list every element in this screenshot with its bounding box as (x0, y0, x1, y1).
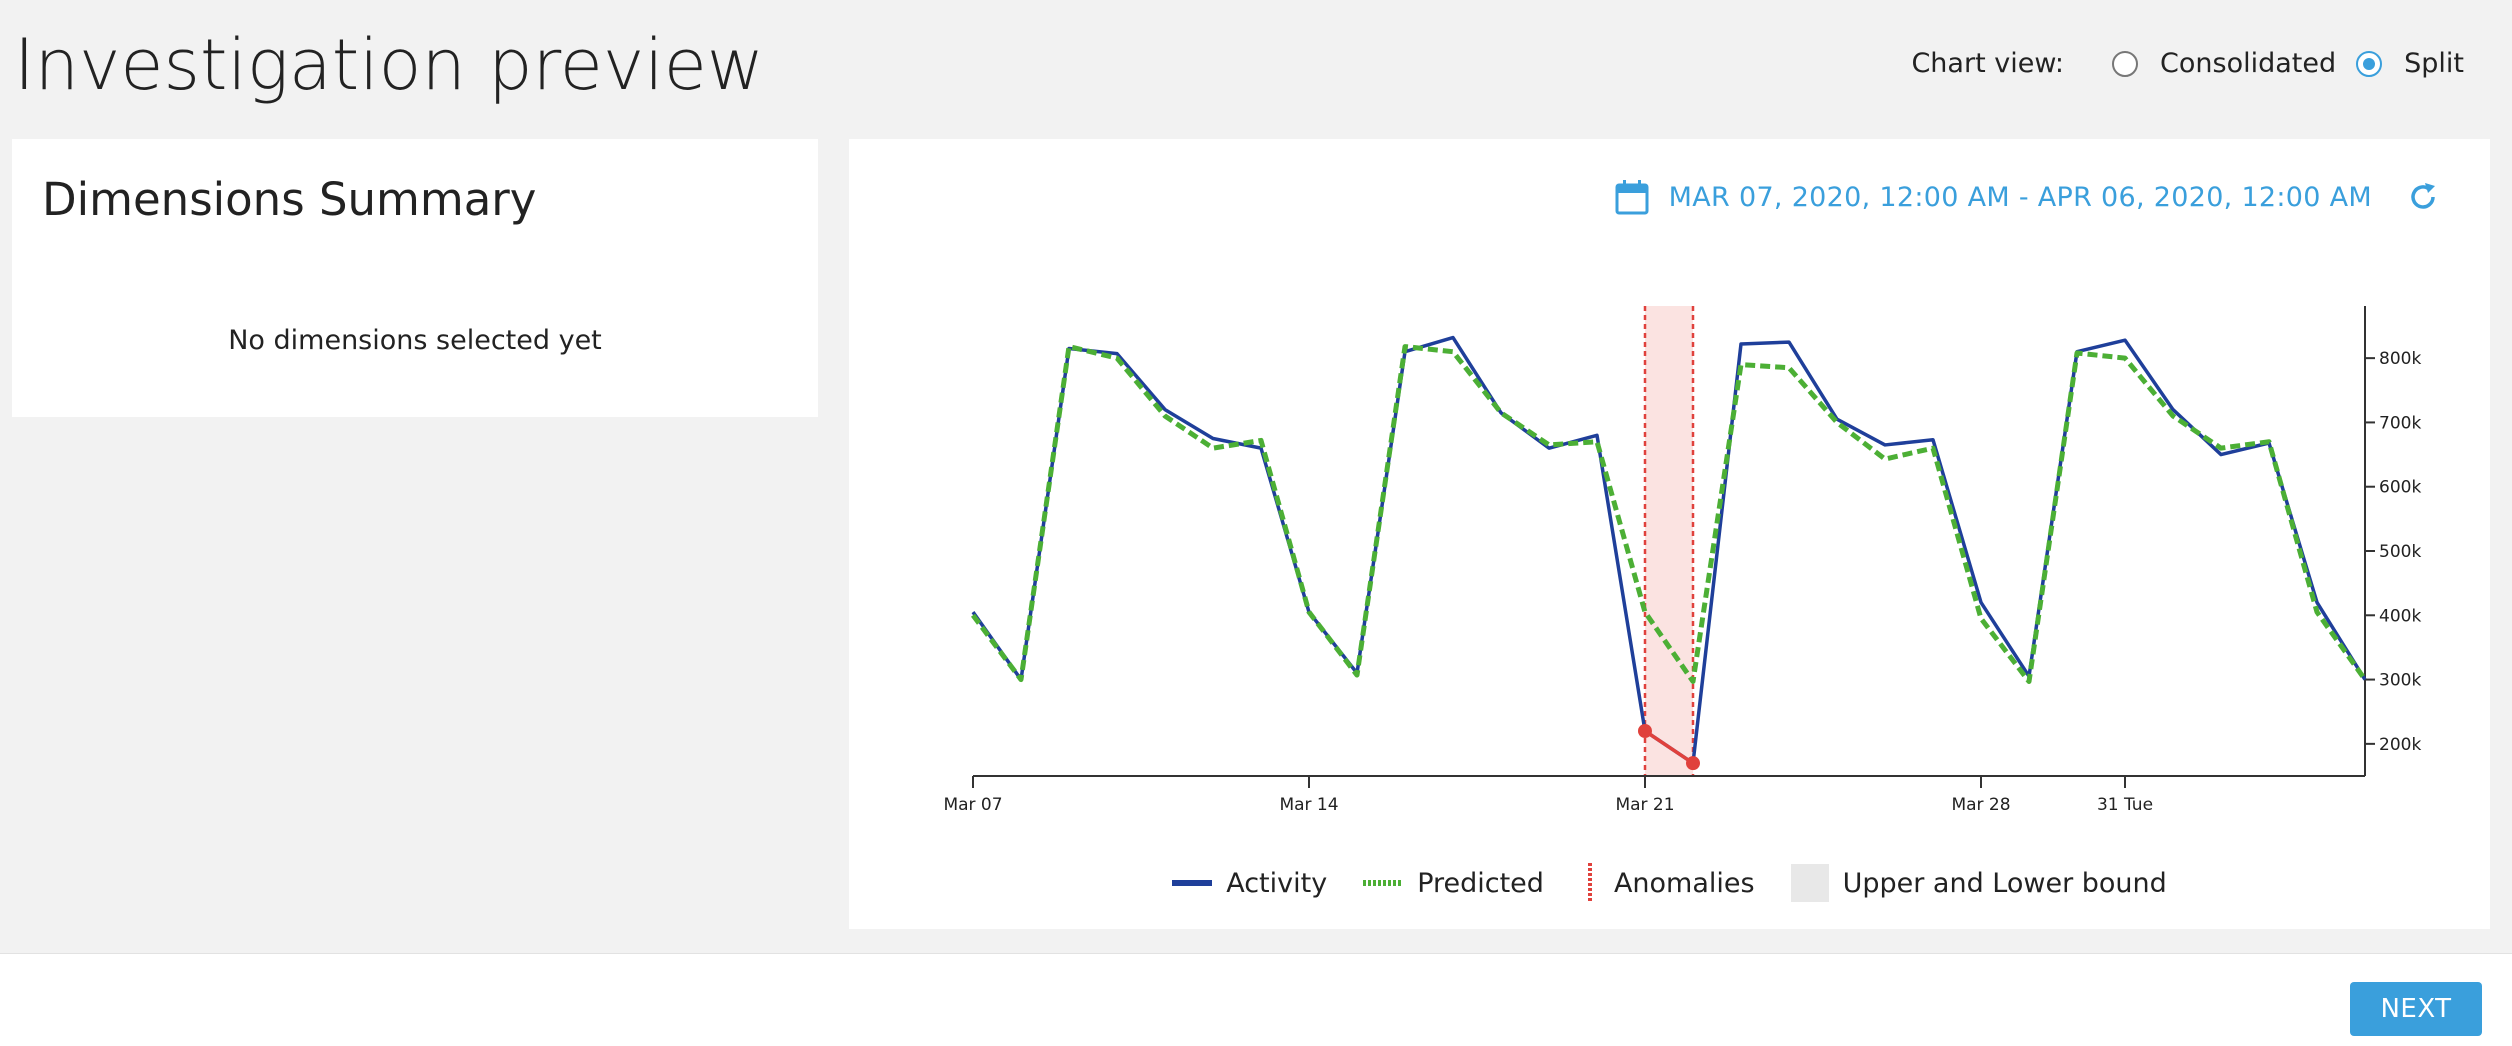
radio-split-circle[interactable] (2356, 50, 2383, 77)
x-tick-label-2: Mar 21 (1615, 795, 1674, 815)
y-tick-label-1: 300k (2379, 671, 2421, 691)
radio-split[interactable]: Split (2356, 48, 2464, 79)
chart-view-toggle: Chart view: Consolidated Split (1911, 48, 2464, 79)
radio-consolidated[interactable]: Consolidated (2112, 48, 2336, 79)
legend-bounds-label: Upper and Lower bound (1842, 867, 2167, 899)
line-chart: 200k 300k 400k 500k 600k 700k 800k Mar 07 Mar 14… (943, 306, 2421, 815)
legend-predicted-swatch (1363, 878, 1404, 888)
legend-anomalies-swatch (1580, 863, 1600, 903)
legend-item-activity: Activity (1172, 868, 1327, 899)
y-tick-label-3: 500k (2379, 542, 2421, 562)
x-tick-label-4: 31 Tue (2097, 795, 2153, 815)
page-title: Investigation preview (14, 24, 765, 106)
y-tick-label-5: 700k (2379, 413, 2421, 433)
legend-item-bounds: Upper and Lower bound (1790, 864, 2167, 902)
y-tick-label-2: 400k (2379, 606, 2421, 626)
refresh-icon[interactable] (2406, 180, 2440, 214)
legend-item-anomalies: Anomalies (1580, 863, 1755, 903)
dimensions-summary-title: Dimensions Summary (42, 173, 537, 226)
bound-band (1645, 306, 1693, 776)
chart-legend: Activity Predicted Anomalies Upper and L… (849, 863, 2490, 903)
next-button[interactable]: NEXT (2350, 982, 2482, 1036)
anomaly-point-0 (1638, 724, 1652, 738)
anomaly-point-1 (1686, 756, 1700, 771)
anomaly-segment (1644, 729, 1694, 765)
dimensions-empty-message: No dimensions selected yet (228, 325, 602, 356)
content-area: Investigation preview Chart view: Consol… (0, 0, 2512, 954)
legend-bounds-swatch (1790, 864, 1829, 902)
y-tick-label-4: 600k (2379, 478, 2421, 498)
y-tick-label-6: 800k (2379, 349, 2421, 369)
dimensions-summary-card: Dimensions Summary No dimensions selecte… (12, 139, 818, 417)
legend-activity-label: Activity (1226, 867, 1328, 899)
calendar-icon[interactable] (1615, 179, 1649, 215)
chart-view-label: Chart view: (1911, 48, 2065, 79)
date-range-picker: MAR 07, 2020, 12:00 AM - APR 06, 2020, 1… (1615, 179, 2440, 215)
legend-anomalies-label: Anomalies (1613, 867, 1755, 899)
radio-split-label: Split (2404, 48, 2464, 79)
legend-item-predicted: Predicted (1363, 868, 1544, 899)
x-tick-label-0: Mar 07 (943, 795, 1002, 815)
series-line-predicted (970, 344, 2368, 684)
legend-activity-swatch (1172, 878, 1213, 888)
radio-consolidated-circle[interactable] (2112, 50, 2139, 77)
x-tick-label-1: Mar 14 (1279, 795, 1338, 815)
x-tick-label-3: Mar 28 (1951, 795, 2010, 815)
y-tick-label-0: 200k (2379, 735, 2421, 755)
date-range-text[interactable]: MAR 07, 2020, 12:00 AM - APR 06, 2020, 1… (1668, 181, 2372, 213)
chart-card: MAR 07, 2020, 12:00 AM - APR 06, 2020, 1… (849, 139, 2490, 929)
radio-consolidated-label: Consolidated (2160, 48, 2337, 79)
legend-predicted-label: Predicted (1417, 867, 1544, 899)
